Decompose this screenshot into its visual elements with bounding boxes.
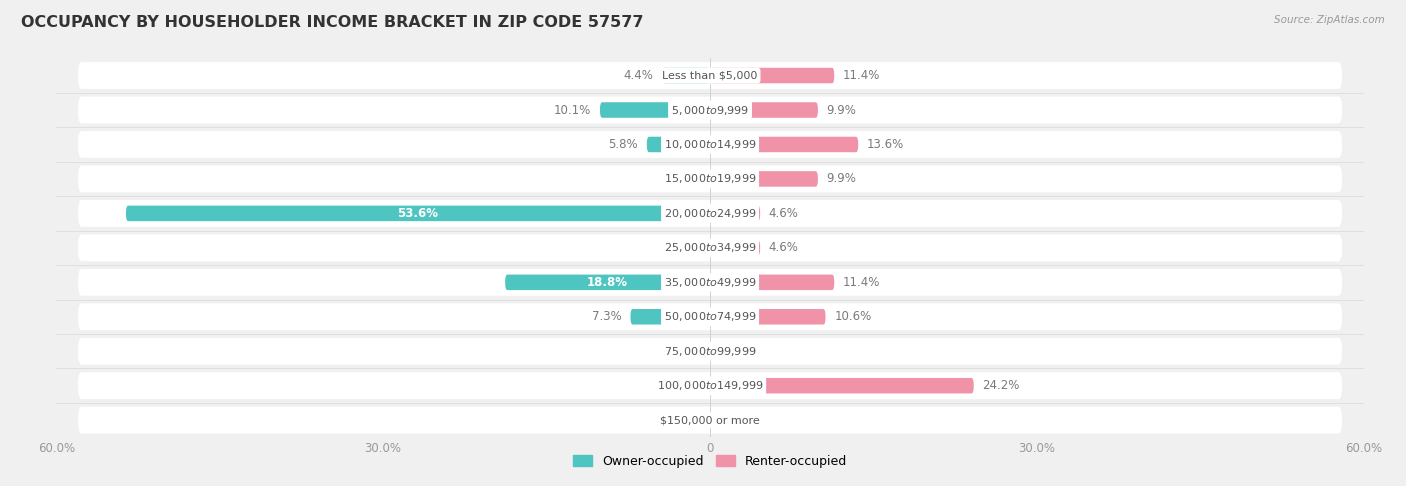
FancyBboxPatch shape bbox=[710, 378, 974, 394]
FancyBboxPatch shape bbox=[79, 62, 1343, 89]
FancyBboxPatch shape bbox=[710, 102, 818, 118]
Text: 24.2%: 24.2% bbox=[983, 379, 1019, 392]
Text: 0.0%: 0.0% bbox=[672, 379, 702, 392]
FancyBboxPatch shape bbox=[127, 206, 710, 221]
Text: $5,000 to $9,999: $5,000 to $9,999 bbox=[671, 104, 749, 117]
FancyBboxPatch shape bbox=[79, 338, 1343, 364]
FancyBboxPatch shape bbox=[79, 97, 1343, 123]
Text: Source: ZipAtlas.com: Source: ZipAtlas.com bbox=[1274, 15, 1385, 25]
Text: 53.6%: 53.6% bbox=[398, 207, 439, 220]
Text: $150,000 or more: $150,000 or more bbox=[661, 415, 759, 425]
FancyBboxPatch shape bbox=[710, 275, 834, 290]
Text: $10,000 to $14,999: $10,000 to $14,999 bbox=[664, 138, 756, 151]
FancyBboxPatch shape bbox=[79, 166, 1343, 192]
Text: 4.4%: 4.4% bbox=[623, 69, 654, 82]
FancyBboxPatch shape bbox=[710, 171, 818, 187]
Text: 0.0%: 0.0% bbox=[718, 414, 748, 427]
FancyBboxPatch shape bbox=[710, 240, 761, 256]
Text: Less than $5,000: Less than $5,000 bbox=[662, 70, 758, 81]
Text: 4.6%: 4.6% bbox=[769, 242, 799, 254]
Text: $100,000 to $149,999: $100,000 to $149,999 bbox=[657, 379, 763, 392]
FancyBboxPatch shape bbox=[710, 68, 834, 83]
FancyBboxPatch shape bbox=[79, 200, 1343, 227]
FancyBboxPatch shape bbox=[600, 102, 710, 118]
Text: 7.3%: 7.3% bbox=[592, 310, 621, 323]
Text: 5.8%: 5.8% bbox=[609, 138, 638, 151]
FancyBboxPatch shape bbox=[79, 303, 1343, 330]
Text: 4.6%: 4.6% bbox=[769, 207, 799, 220]
Text: $50,000 to $74,999: $50,000 to $74,999 bbox=[664, 310, 756, 323]
Text: 0.0%: 0.0% bbox=[672, 345, 702, 358]
FancyBboxPatch shape bbox=[710, 206, 761, 221]
FancyBboxPatch shape bbox=[79, 407, 1343, 434]
FancyBboxPatch shape bbox=[647, 137, 710, 152]
Legend: Owner-occupied, Renter-occupied: Owner-occupied, Renter-occupied bbox=[568, 450, 852, 473]
FancyBboxPatch shape bbox=[630, 309, 710, 325]
Text: 0.0%: 0.0% bbox=[718, 345, 748, 358]
Text: 0.0%: 0.0% bbox=[672, 173, 702, 186]
Text: 18.8%: 18.8% bbox=[588, 276, 628, 289]
FancyBboxPatch shape bbox=[79, 372, 1343, 399]
Text: $35,000 to $49,999: $35,000 to $49,999 bbox=[664, 276, 756, 289]
Text: $15,000 to $19,999: $15,000 to $19,999 bbox=[664, 173, 756, 186]
Text: $75,000 to $99,999: $75,000 to $99,999 bbox=[664, 345, 756, 358]
Text: 11.4%: 11.4% bbox=[844, 276, 880, 289]
Text: 0.0%: 0.0% bbox=[672, 414, 702, 427]
FancyBboxPatch shape bbox=[710, 309, 825, 325]
FancyBboxPatch shape bbox=[79, 234, 1343, 261]
FancyBboxPatch shape bbox=[662, 68, 710, 83]
Text: $20,000 to $24,999: $20,000 to $24,999 bbox=[664, 207, 756, 220]
Text: 10.1%: 10.1% bbox=[554, 104, 592, 117]
FancyBboxPatch shape bbox=[710, 137, 858, 152]
Text: 9.9%: 9.9% bbox=[827, 173, 856, 186]
FancyBboxPatch shape bbox=[79, 131, 1343, 158]
Text: $25,000 to $34,999: $25,000 to $34,999 bbox=[664, 242, 756, 254]
Text: 10.6%: 10.6% bbox=[834, 310, 872, 323]
FancyBboxPatch shape bbox=[79, 269, 1343, 296]
Text: 13.6%: 13.6% bbox=[868, 138, 904, 151]
Text: 0.0%: 0.0% bbox=[672, 242, 702, 254]
FancyBboxPatch shape bbox=[505, 275, 710, 290]
Text: 11.4%: 11.4% bbox=[844, 69, 880, 82]
Text: OCCUPANCY BY HOUSEHOLDER INCOME BRACKET IN ZIP CODE 57577: OCCUPANCY BY HOUSEHOLDER INCOME BRACKET … bbox=[21, 15, 644, 30]
Text: 9.9%: 9.9% bbox=[827, 104, 856, 117]
